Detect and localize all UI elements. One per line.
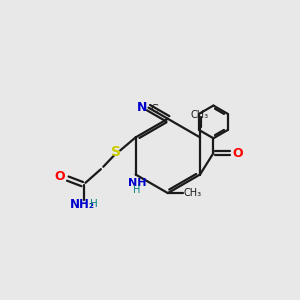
Text: NH₂: NH₂ — [70, 198, 95, 211]
Text: O: O — [55, 170, 65, 183]
Text: NH: NH — [128, 178, 146, 188]
Text: H: H — [90, 199, 98, 208]
Text: H: H — [134, 185, 141, 195]
Text: CH₃: CH₃ — [183, 188, 201, 198]
Text: C: C — [150, 104, 158, 114]
Text: CH₃: CH₃ — [191, 110, 209, 120]
Text: O: O — [232, 147, 243, 160]
Text: S: S — [111, 145, 121, 159]
Text: N: N — [137, 101, 147, 114]
